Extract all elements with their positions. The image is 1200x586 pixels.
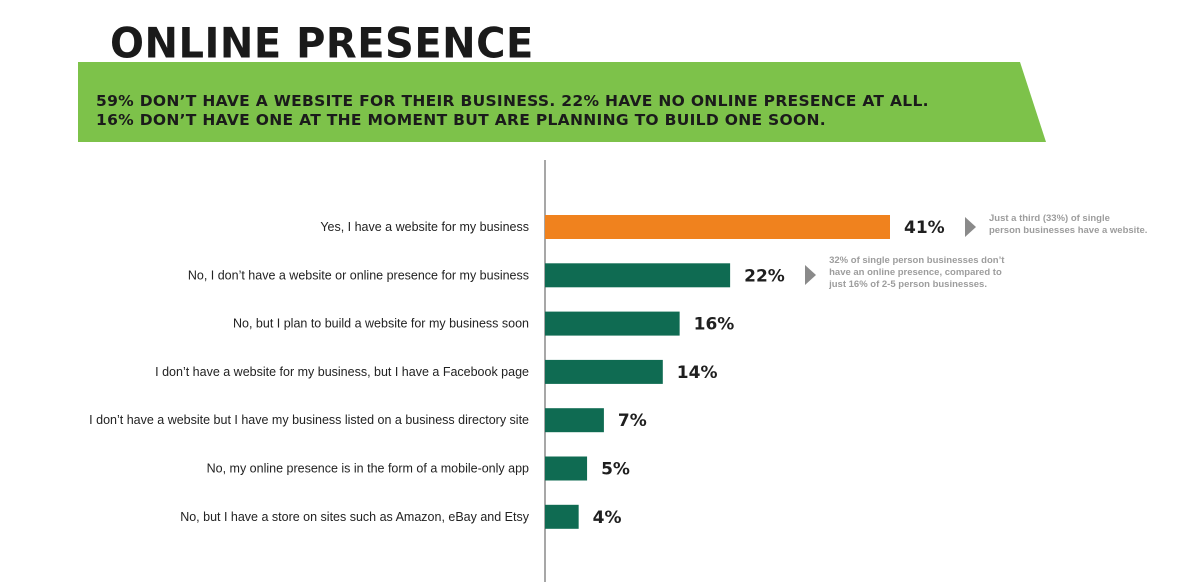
- annotation-text: 32% of single person businesses don’t hav…: [829, 255, 1004, 291]
- bar: [545, 504, 579, 529]
- bar: [545, 263, 731, 288]
- value-label: 7%: [618, 411, 647, 431]
- value-label: 14%: [677, 363, 718, 383]
- value-label: 16%: [694, 315, 735, 335]
- bar: [545, 359, 663, 384]
- value-label: 4%: [593, 508, 622, 528]
- value-label: 22%: [744, 266, 785, 286]
- banner-line-1: 59% DON’T HAVE A WEBSITE FOR THEIR BUSIN…: [96, 92, 929, 110]
- banner-shape: [78, 62, 1046, 142]
- bar: [545, 408, 604, 433]
- bar: [545, 311, 680, 336]
- banner-line-2: 16% DON’T HAVE ONE AT THE MOMENT BUT ARE…: [96, 111, 826, 129]
- value-label: 5%: [601, 460, 630, 480]
- annotation-text: Just a third (33%) of single person busin…: [989, 213, 1147, 237]
- category-label: No, but I have a store on sites such as …: [180, 510, 530, 524]
- bar: [545, 215, 890, 239]
- category-label: I don’t have a website but I have my bus…: [89, 413, 529, 427]
- bar: [545, 456, 588, 481]
- headline-banner: [0, 62, 1200, 144]
- annotation-arrow-icon: [965, 217, 976, 237]
- value-label: 41%: [904, 218, 945, 238]
- banner-text: 59% DON’T HAVE A WEBSITE FOR THEIR BUSIN…: [96, 92, 1096, 130]
- category-label: No, my online presence is in the form of…: [207, 462, 529, 476]
- annotation-line: have an online presence, compared to: [829, 267, 1002, 279]
- annotation-line: 32% of single person businesses don’t: [829, 255, 1005, 267]
- category-label: I don’t have a website for my business, …: [155, 365, 529, 379]
- annotation-line: Just a third (33%) of single: [989, 213, 1110, 224]
- category-label: No, but I plan to build a website for my…: [233, 317, 529, 331]
- page-title: ONLINE PRESENCE: [110, 19, 534, 69]
- category-label: Yes, I have a website for my business: [320, 220, 529, 234]
- category-label: No, I don’t have a website or online pre…: [188, 268, 529, 282]
- annotation-arrow-icon: [805, 265, 817, 286]
- annotation-line: person businesses have a website.: [989, 225, 1148, 236]
- annotation-line: just 16% of 2-5 person businesses.: [829, 279, 987, 291]
